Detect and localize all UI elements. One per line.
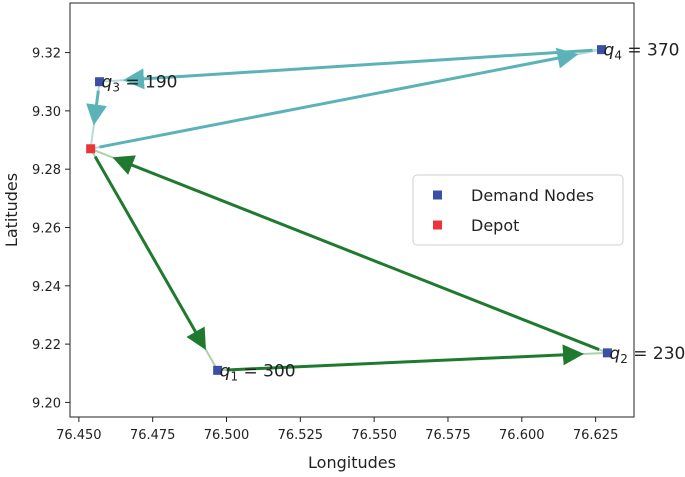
node-label-subscript: 2 [620, 352, 628, 366]
depot-marker [86, 144, 96, 154]
x-axis-label: Longitudes [308, 453, 396, 472]
node-label-value: = 300 [238, 361, 296, 381]
y-axis-label: Latitudes [2, 173, 21, 247]
legend: Demand Nodes Depot [412, 174, 624, 246]
y-tick-label: 9.32 [32, 47, 61, 62]
demand-node-marker [213, 365, 223, 375]
demand-node-label: q1 = 300 [220, 361, 296, 383]
y-tick-label: 9.22 [32, 338, 61, 353]
y-tick-label: 9.28 [32, 163, 61, 178]
node-label-subscript: 1 [230, 369, 238, 383]
x-tick-label: 76.450 [56, 428, 102, 443]
node-label-subscript: 4 [614, 49, 622, 63]
x-tick-label: 76.500 [204, 428, 250, 443]
legend-swatch [433, 190, 442, 200]
y-tick-label: 9.24 [32, 280, 61, 295]
demand-node-marker [597, 45, 607, 55]
node-label-symbol: q [604, 41, 615, 61]
x-tick-label: 76.525 [278, 428, 324, 443]
x-tick-label: 76.550 [351, 428, 397, 443]
y-tick-label: 9.30 [32, 105, 61, 120]
routes-layer [86, 47, 608, 372]
node-label-symbol: q [220, 361, 231, 381]
y-tick-label: 9.20 [32, 396, 61, 411]
demand-node-label: q3 = 190 [102, 73, 178, 95]
route-edge-arrow [112, 155, 600, 351]
route-edge-arrow [122, 48, 593, 90]
legend-swatch [433, 220, 442, 230]
legend-label: Demand Nodes [471, 186, 594, 205]
demand-node-marker [95, 77, 105, 87]
legend-box [412, 174, 624, 246]
route-edge-arrow [99, 47, 579, 149]
node-label-subscript: 3 [112, 81, 120, 95]
node-label-symbol: q [102, 73, 113, 93]
route-edge-arrow [226, 344, 584, 372]
route-edge-arrow [93, 155, 206, 350]
node-label-value: = 230 [628, 344, 685, 364]
node-label-symbol: q [609, 344, 620, 364]
demand-node-marker [602, 348, 612, 358]
points-layer [86, 45, 612, 375]
x-axis-ticks: 76.450 76.475 76.500 76.525 76.550 76.575 76.6… [56, 417, 618, 443]
route-edge-arrow [86, 90, 107, 126]
demand-node-label: q4 = 370 [604, 41, 680, 63]
x-tick-label: 76.475 [130, 428, 176, 443]
x-tick-label: 76.600 [499, 428, 545, 443]
y-tick-label: 9.26 [32, 221, 61, 236]
node-label-value: = 370 [622, 41, 680, 61]
x-tick-label: 76.575 [425, 428, 471, 443]
plot-frame [69, 2, 635, 418]
node-label-value: = 190 [120, 73, 178, 93]
y-axis-ticks: 9.20 9.22 9.24 9.26 9.28 9.30 9.32 [32, 47, 70, 411]
legend-label: Depot [471, 216, 519, 235]
x-tick-label: 76.625 [573, 428, 619, 443]
demand-node-label: q2 = 230 [609, 344, 685, 366]
